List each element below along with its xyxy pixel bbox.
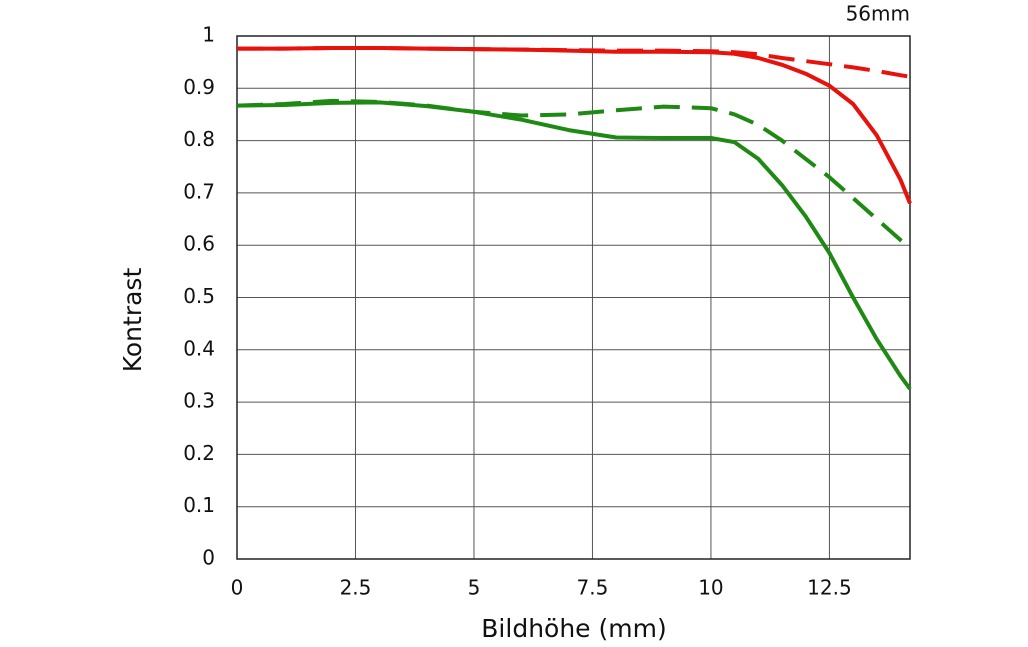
y-tick-label: 0.9: [183, 75, 215, 99]
x-tick-label: 10: [698, 576, 723, 600]
y-tick-label: 1: [202, 23, 215, 47]
y-tick-label: 0.5: [183, 284, 215, 308]
y-tick-label: 0.6: [183, 232, 215, 256]
chart-title: 56mm: [846, 2, 910, 26]
x-tick-label: 0: [231, 576, 244, 600]
x-tick-label: 12.5: [807, 576, 852, 600]
y-tick-label: 0.4: [183, 336, 215, 360]
x-tick-label: 2.5: [340, 576, 372, 600]
data-line: [236, 100, 912, 391]
y-tick-label: 0.3: [183, 389, 215, 413]
y-tick-label: 0.2: [183, 441, 215, 465]
plot-frame: [236, 35, 911, 560]
y-tick-label: 0.8: [183, 127, 215, 151]
x-tick-label: 7.5: [577, 576, 609, 600]
y-tick-label: 0.7: [183, 179, 215, 203]
y-axis-label: Kontrast: [118, 268, 147, 373]
data-line: [237, 46, 911, 79]
x-axis-label: Bildhöhe (mm): [481, 614, 666, 643]
y-tick-label: 0: [202, 546, 215, 570]
data-line: [237, 46, 912, 205]
y-tick-label: 0.1: [183, 493, 215, 517]
x-tick-label: 5: [468, 576, 481, 600]
